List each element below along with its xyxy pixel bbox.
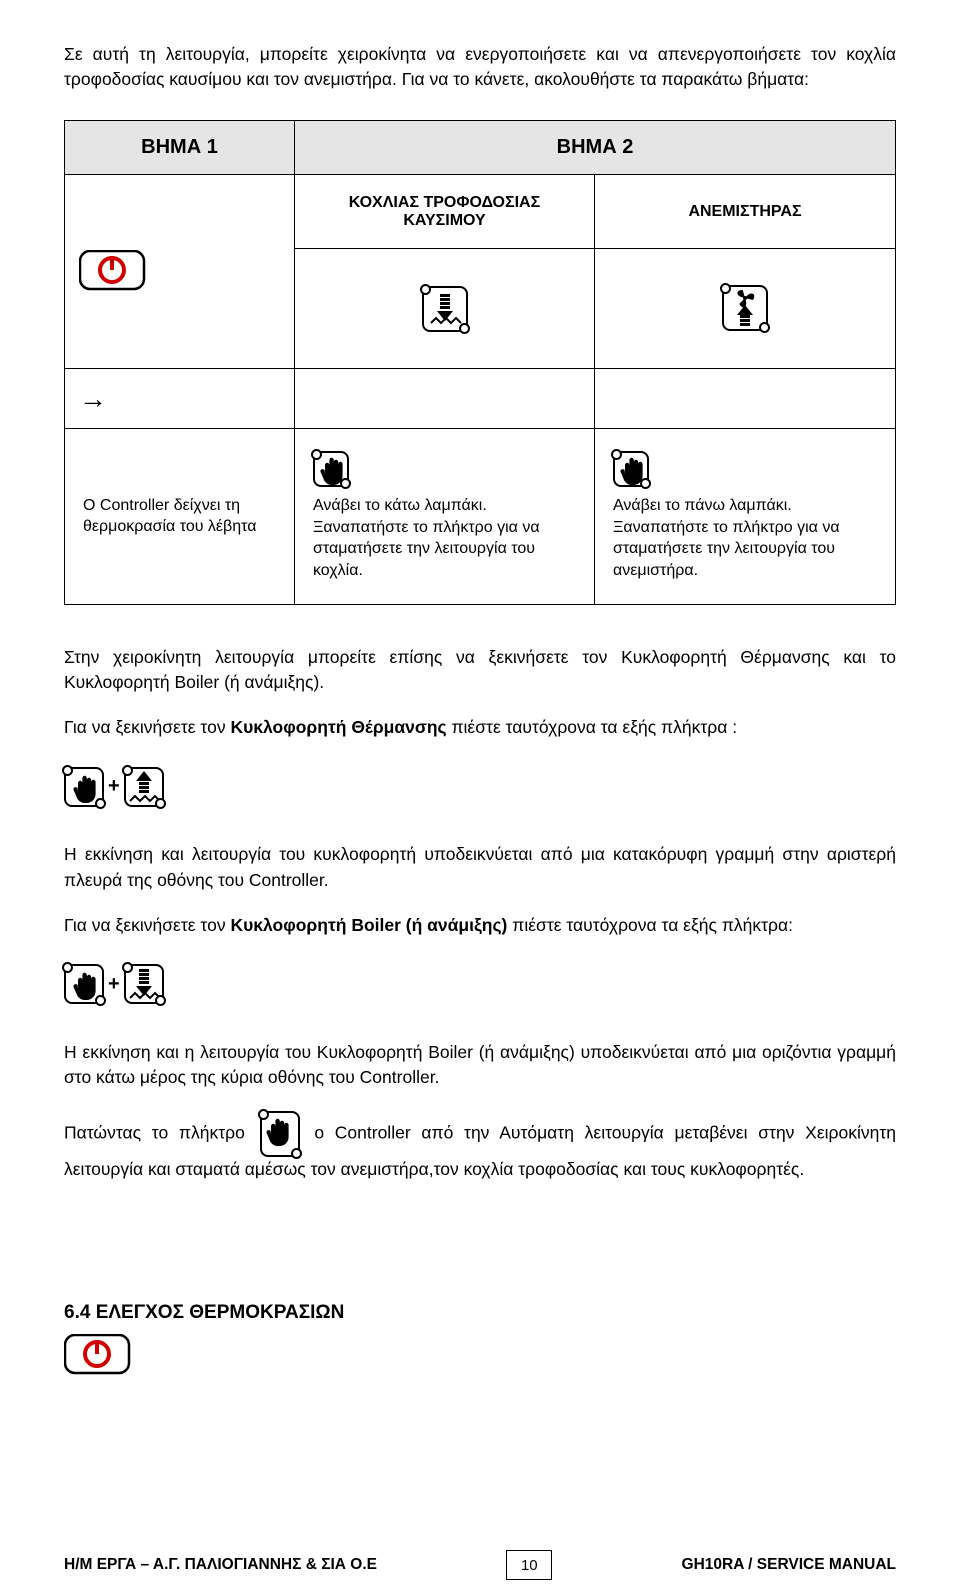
- feeder-down-icon: [124, 964, 164, 1004]
- plus-sign: +: [108, 973, 120, 996]
- hand-icon: [313, 451, 349, 487]
- fan-up-icon: [722, 285, 768, 331]
- page-footer: Η/Μ ΕΡΓΑ – Α.Γ. ΠΑΛΙΟΓΙΑΝΝΗΣ & ΣΙΑ Ο.Ε 1…: [64, 1550, 896, 1580]
- power-icon: [79, 250, 149, 294]
- head-step2: ΒΗΜΑ 2: [295, 121, 896, 175]
- head-step1: ΒΗΜΑ 1: [65, 121, 295, 175]
- cell-fan-icon: [595, 249, 896, 369]
- desc-feeder: Ανάβει το κάτω λαμπάκι. Ξαναπατήστε το π…: [295, 429, 595, 604]
- desc-controller: O Controller δείχνει τη θερμοκρασία του …: [65, 429, 295, 604]
- table-subhead-row: ΚΟΧΛΙΑΣ ΤΡΟΦΟΔΟΣΙΑΣ ΚΑΥΣΙΜΟΥ ΑΝΕΜΙΣΤΗΡΑΣ: [65, 175, 896, 249]
- footer-right: GH10RA / SERVICE MANUAL: [682, 1556, 896, 1574]
- cell-feeder-icon: [295, 249, 595, 369]
- combo-boiler: +: [64, 964, 164, 1004]
- desc-fan: Ανάβει το πάνω λαμπάκι. Ξαναπατήστε το π…: [595, 429, 896, 604]
- page-number: 10: [506, 1550, 552, 1580]
- footer-left: Η/Μ ΕΡΓΑ – Α.Γ. ΠΑΛΙΟΓΙΑΝΝΗΣ & ΣΙΑ Ο.Ε: [64, 1556, 377, 1574]
- steps-table: ΒΗΜΑ 1 ΒΗΜΑ 2 ΚΟΧΛΙΑΣ ΤΡΟΦΟΔΟΣΙΑΣ ΚΑΥΣΙΜ…: [64, 120, 896, 604]
- arrow-icon: →: [79, 383, 107, 414]
- desc-feeder-text: Ανάβει το κάτω λαμπάκι. Ξαναπατήστε το π…: [313, 497, 540, 579]
- section-power-icon: [64, 1334, 896, 1378]
- hand-icon: [64, 767, 104, 807]
- page: Σε αυτή τη λειτουργία, μπορείτε χειροκίν…: [0, 0, 960, 1594]
- intro-paragraph: Σε αυτή τη λειτουργία, μπορείτε χειροκίν…: [64, 42, 896, 93]
- hand-icon: [260, 1111, 300, 1157]
- desc-fan-text: Ανάβει το πάνω λαμπάκι. Ξαναπατήστε το π…: [613, 497, 840, 579]
- feeder-up-icon: [124, 767, 164, 807]
- combo-heating: +: [64, 767, 164, 807]
- subhead-feeder: ΚΟΧΛΙΑΣ ΤΡΟΦΟΔΟΣΙΑΣ ΚΑΥΣΙΜΟΥ: [295, 175, 595, 249]
- paragraph-manual-mode: Στην χειροκίνητη λειτουργία μπορείτε επί…: [64, 645, 896, 696]
- paragraph-press-hand: Πατώντας το πλήκτρο ο Controller από την…: [64, 1111, 896, 1182]
- paragraph-boiler-indicator: Η εκκίνηση και η λειτουργία του Κυκλοφορ…: [64, 1040, 896, 1091]
- table-desc-row: O Controller δείχνει τη θερμοκρασία του …: [65, 429, 896, 604]
- paragraph-heating-indicator: Η εκκίνηση και λειτουργία του κυκλοφορητ…: [64, 842, 896, 893]
- cell-power-icon: [65, 175, 295, 369]
- paragraph-boiler-pump: Για να ξεκινήσετε τον Κυκλοφορητή Boiler…: [64, 913, 896, 938]
- table-arrow-row: →: [65, 369, 896, 429]
- power-icon: [64, 1334, 134, 1378]
- paragraph-heating-pump: Για να ξεκινήσετε τον Κυκλοφορητή Θέρμαν…: [64, 715, 896, 740]
- hand-icon: [64, 964, 104, 1004]
- hand-icon: [613, 451, 649, 487]
- plus-sign: +: [108, 775, 120, 798]
- table-head-row: ΒΗΜΑ 1 ΒΗΜΑ 2: [65, 121, 896, 175]
- section-heading-text: 6.4 ΕΛΕΓΧΟΣ ΘΕΡΜΟΚΡΑΣΙΩΝ: [64, 1302, 344, 1324]
- section-heading: 6.4 ΕΛΕΓΧΟΣ ΘΕΡΜΟΚΡΑΣΙΩΝ: [64, 1302, 896, 1324]
- feeder-down-icon: [422, 286, 468, 332]
- subhead-fan: ΑΝΕΜΙΣΤΗΡΑΣ: [595, 175, 896, 249]
